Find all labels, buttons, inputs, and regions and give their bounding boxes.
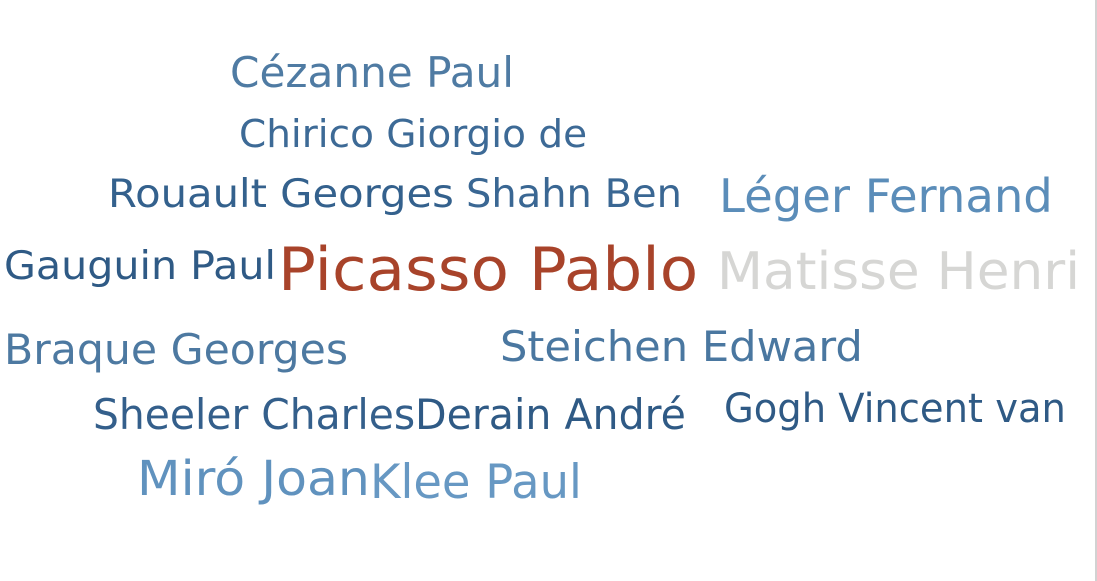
word-gauguin-paul[interactable]: Gauguin Paul xyxy=(4,244,276,289)
word-leger-fernand[interactable]: Léger Fernand xyxy=(719,169,1053,223)
word-steichen-edward[interactable]: Steichen Edward xyxy=(500,322,863,371)
word-shahn-ben[interactable]: Shahn Ben xyxy=(466,172,682,217)
word-derain-andre[interactable]: Derain André xyxy=(415,390,686,439)
word-rouault-georges[interactable]: Rouault Georges xyxy=(108,172,454,217)
word-picasso-pablo[interactable]: Picasso Pablo xyxy=(278,235,699,305)
word-chirico-giorgio-de[interactable]: Chirico Giorgio de xyxy=(239,112,588,156)
panel-border xyxy=(1095,0,1097,581)
word-klee-paul[interactable]: Klee Paul xyxy=(370,455,582,510)
word-matisse-henri[interactable]: Matisse Henri xyxy=(717,242,1081,302)
word-sheeler-charles[interactable]: Sheeler Charles xyxy=(93,390,416,439)
word-braque-georges[interactable]: Braque Georges xyxy=(4,325,349,374)
word-gogh-vincent-van[interactable]: Gogh Vincent van xyxy=(724,386,1066,432)
word-miro-joan[interactable]: Miró Joan xyxy=(137,451,370,507)
word-cezanne-paul[interactable]: Cézanne Paul xyxy=(230,48,514,97)
